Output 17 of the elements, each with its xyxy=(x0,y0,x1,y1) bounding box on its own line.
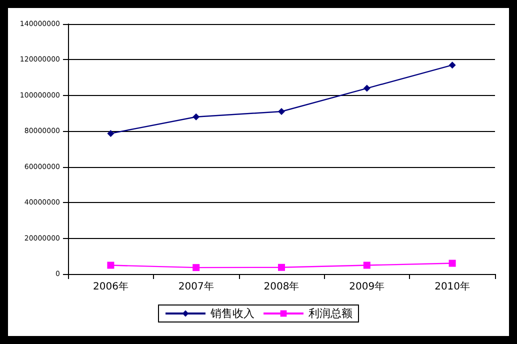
point xyxy=(278,264,285,271)
point xyxy=(192,264,200,272)
x-tick-label: 2008年 xyxy=(264,280,300,292)
x-tick-label: 2006年 xyxy=(92,280,128,292)
point xyxy=(107,262,114,269)
point xyxy=(192,113,200,120)
point xyxy=(107,130,114,137)
x-tick-label: 2007年 xyxy=(178,280,214,292)
x-tick-label: 2009年 xyxy=(349,280,385,292)
point xyxy=(278,108,285,115)
point xyxy=(448,62,456,69)
point xyxy=(363,262,370,269)
legend-label: 利润总额 xyxy=(308,307,352,320)
x-tick-label: 2010年 xyxy=(434,280,470,292)
legend-label: 销售收入 xyxy=(210,307,254,320)
point xyxy=(363,84,370,92)
point xyxy=(448,260,456,267)
